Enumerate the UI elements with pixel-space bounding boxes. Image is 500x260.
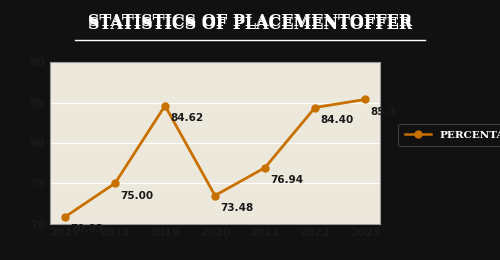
Text: 84.40: 84.40 — [320, 115, 354, 125]
Text: STATISTICS OF PLACEMENTOFFER: STATISTICS OF PLACEMENTOFFER — [0, 259, 1, 260]
Legend: PERCENTAGE: PERCENTAGE — [398, 124, 500, 146]
Text: 70.83: 70.83 — [70, 224, 104, 234]
Text: 76.94: 76.94 — [270, 175, 304, 185]
Text: 84.62: 84.62 — [170, 113, 203, 123]
Text: 73.48: 73.48 — [220, 203, 254, 213]
Text: STATISTICS OF PLACEMENTOFFER: STATISTICS OF PLACEMENTOFFER — [88, 13, 412, 30]
Text: 85.4: 85.4 — [370, 107, 396, 117]
Text: STATISTICS OF PLACEMENTOFFER: STATISTICS OF PLACEMENTOFFER — [88, 16, 412, 32]
Text: 75.00: 75.00 — [120, 191, 154, 200]
